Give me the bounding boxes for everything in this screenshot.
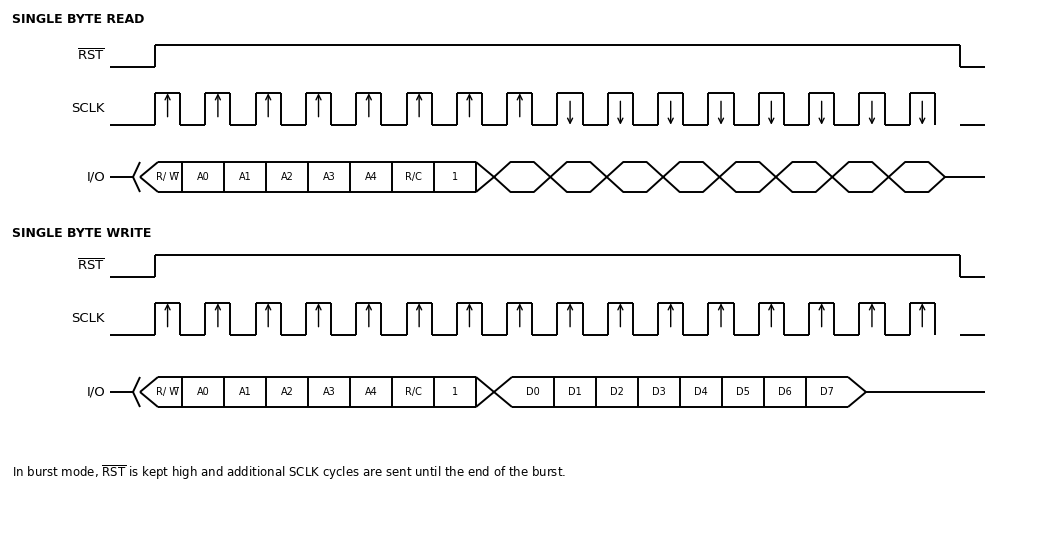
Text: D3: D3 (652, 387, 666, 397)
Text: D6: D6 (778, 387, 792, 397)
Text: D1: D1 (568, 387, 582, 397)
Text: 1: 1 (452, 172, 458, 182)
Text: D5: D5 (736, 387, 750, 397)
Text: A1: A1 (238, 387, 251, 397)
Text: D2: D2 (610, 387, 623, 397)
Text: D0: D0 (526, 387, 540, 397)
Text: D7: D7 (820, 387, 834, 397)
Text: $\overline{\rm RST}$: $\overline{\rm RST}$ (77, 48, 105, 64)
Text: 1: 1 (452, 387, 458, 397)
Text: A1: A1 (238, 172, 251, 182)
Text: R/ W̅: R/ W̅ (156, 387, 179, 397)
Text: I/O: I/O (86, 171, 105, 184)
Text: In burst mode, $\overline{\rm RST}$ is kept high and additional SCLK cycles are : In burst mode, $\overline{\rm RST}$ is k… (12, 463, 566, 483)
Text: A4: A4 (365, 387, 378, 397)
Text: A4: A4 (365, 172, 378, 182)
Text: SCLK: SCLK (71, 103, 105, 116)
Text: R/C: R/C (405, 172, 422, 182)
Text: A3: A3 (322, 387, 336, 397)
Text: SINGLE BYTE READ: SINGLE BYTE READ (12, 13, 144, 26)
Text: $\overline{\rm RST}$: $\overline{\rm RST}$ (77, 258, 105, 274)
Text: A2: A2 (280, 387, 294, 397)
Text: A0: A0 (197, 172, 209, 182)
Text: I/O: I/O (86, 386, 105, 399)
Text: SCLK: SCLK (71, 312, 105, 325)
Text: A2: A2 (280, 172, 294, 182)
Text: A0: A0 (197, 387, 209, 397)
Text: R/C: R/C (405, 387, 422, 397)
Text: SINGLE BYTE WRITE: SINGLE BYTE WRITE (12, 227, 152, 240)
Text: R/ W̅: R/ W̅ (156, 172, 179, 182)
Text: D4: D4 (695, 387, 708, 397)
Text: A3: A3 (322, 172, 336, 182)
